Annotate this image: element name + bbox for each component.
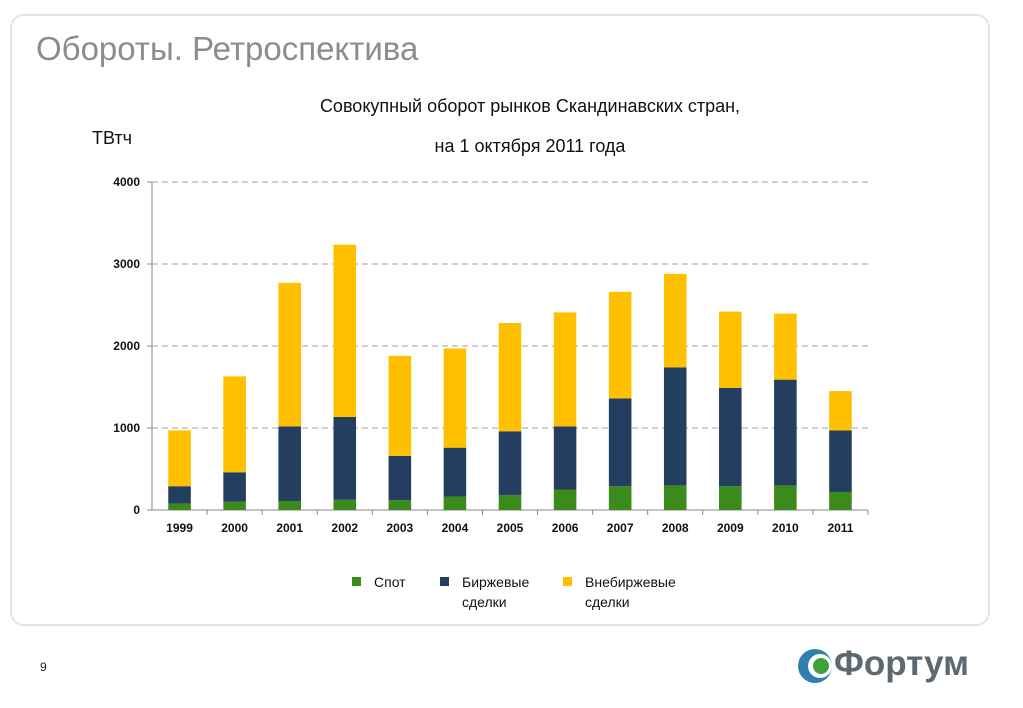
bar-spot-2002 xyxy=(333,499,357,510)
x-tick-label: 2000 xyxy=(221,521,248,535)
x-tick-label: 2001 xyxy=(276,521,303,535)
bar-spot-2011 xyxy=(829,491,852,510)
bar-spot-2007 xyxy=(608,486,632,510)
slide-frame xyxy=(10,14,990,626)
bar-exchange-2000 xyxy=(223,472,246,502)
legend-label-otc: Внебиржевые сделки xyxy=(585,574,676,610)
y-tick-label: 0 xyxy=(133,503,140,517)
bar-exchange-2003 xyxy=(388,455,412,501)
x-tick-label: 1999 xyxy=(166,521,193,535)
y-tick-label: 2000 xyxy=(113,339,140,353)
legend-swatch-spot xyxy=(352,577,361,586)
bar-spot-2010 xyxy=(774,485,797,510)
bar-exchange-2005 xyxy=(498,431,522,496)
y-tick-label: 3000 xyxy=(113,257,140,271)
bar-otc-2008 xyxy=(663,273,687,368)
bar-spot-1999 xyxy=(168,503,191,510)
bar-otc-2006 xyxy=(553,312,577,427)
legend-label-spot: Спот xyxy=(374,574,406,590)
bar-exchange-2011 xyxy=(829,430,852,492)
bar-exchange-2001 xyxy=(278,426,301,501)
bar-otc-2003 xyxy=(388,355,412,456)
x-tick-label: 2003 xyxy=(386,521,413,535)
bar-spot-2000 xyxy=(223,501,246,510)
logo-text: Фортум xyxy=(834,644,970,683)
page-number: 9 xyxy=(40,660,47,674)
bar-spot-2003 xyxy=(388,500,412,510)
y-axis-label: ТВтч xyxy=(92,128,133,148)
bar-otc-2001 xyxy=(278,282,301,427)
legend-swatch-otc xyxy=(563,577,572,586)
y-tick-label: 4000 xyxy=(113,175,140,189)
bar-otc-2002 xyxy=(333,244,357,417)
x-tick-label: 2009 xyxy=(717,521,744,535)
bar-spot-2001 xyxy=(278,500,301,510)
bar-otc-2010 xyxy=(774,313,797,380)
bar-spot-2008 xyxy=(663,485,687,510)
bar-spot-2004 xyxy=(443,496,467,510)
bar-exchange-2010 xyxy=(774,379,797,486)
bar-exchange-2007 xyxy=(608,398,632,487)
bar-otc-2004 xyxy=(443,348,467,448)
bar-otc-2009 xyxy=(719,311,742,388)
x-tick-label: 2005 xyxy=(497,521,524,535)
x-tick-label: 2008 xyxy=(662,521,689,535)
bar-otc-1999 xyxy=(168,430,191,487)
bar-exchange-2009 xyxy=(719,387,742,487)
x-tick-label: 2011 xyxy=(827,521,853,535)
bar-spot-2009 xyxy=(719,486,742,510)
x-tick-label: 2006 xyxy=(552,521,579,535)
x-tick-label: 2010 xyxy=(772,521,799,535)
bar-spot-2006 xyxy=(553,489,577,510)
bar-otc-2007 xyxy=(608,291,632,399)
bar-otc-2000 xyxy=(223,376,246,473)
legend-swatch-exchange xyxy=(440,577,449,586)
x-tick-label: 2002 xyxy=(331,521,358,535)
bar-exchange-1999 xyxy=(168,486,191,504)
legend-label-exchange: Биржевые сделки xyxy=(462,574,530,610)
bar-exchange-2002 xyxy=(333,416,357,500)
bar-otc-2011 xyxy=(829,391,852,431)
bar-otc-2005 xyxy=(498,323,522,432)
slide-title: Обороты. Ретроспектива xyxy=(36,30,419,67)
y-tick-label: 1000 xyxy=(113,421,140,435)
bar-exchange-2008 xyxy=(663,367,687,486)
bar-spot-2005 xyxy=(498,495,522,510)
chart-title-line-2: на 1 октября 2011 года xyxy=(434,136,626,156)
chart-title-line-1: Совокупный оборот рынков Скандинавских с… xyxy=(319,96,741,116)
x-tick-label: 2004 xyxy=(442,521,469,535)
fortum-logo-icon xyxy=(798,649,832,683)
bar-exchange-2004 xyxy=(443,447,467,497)
x-tick-label: 2007 xyxy=(607,521,634,535)
bar-exchange-2006 xyxy=(553,426,577,490)
